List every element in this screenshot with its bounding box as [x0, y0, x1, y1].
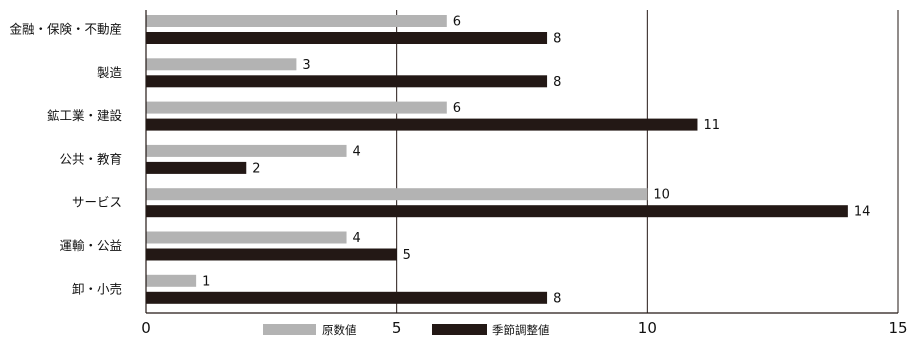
bar-seasonal-3: [146, 161, 247, 174]
x-tick-label-10: 10: [638, 319, 657, 337]
legend: 原数値 季節調整値: [263, 323, 550, 337]
legend-label-0: 原数値: [322, 323, 357, 337]
data-label-seasonal-4: 14: [854, 205, 871, 220]
data-label-seasonal-2: 11: [703, 118, 720, 133]
bar-raw-5: [146, 231, 347, 244]
data-label-raw-3: 4: [353, 144, 361, 159]
bar-raw-0: [146, 15, 447, 27]
bar-seasonal-5: [146, 248, 397, 261]
x-tick-label-15: 15: [888, 319, 907, 337]
data-label-seasonal-1: 8: [553, 75, 561, 90]
data-label-seasonal-3: 2: [252, 161, 260, 176]
legend-item-0: 原数値: [263, 323, 357, 337]
bar-raw-1: [146, 58, 297, 71]
data-label-raw-1: 3: [302, 58, 310, 73]
category-label-0: 金融・保険・不動産: [9, 22, 122, 37]
bar-raw-4: [146, 188, 648, 201]
category-label-1: 製造: [97, 65, 123, 80]
data-label-seasonal-0: 8: [553, 32, 561, 47]
bar-raw-2: [146, 101, 447, 114]
category-label-5: 運輸・公益: [59, 238, 122, 253]
data-label-raw-5: 4: [353, 231, 361, 246]
axis-layer: [145, 10, 898, 314]
label-layer: 0 5 10 1568金融・保険・不動産38製造611鉱工業・建設42公共・教育101…: [9, 15, 907, 337]
category-label-4: サービス: [72, 195, 122, 210]
data-label-raw-2: 6: [453, 101, 461, 116]
bar-seasonal-0: [146, 32, 548, 44]
category-label-6: 卸・小売: [72, 281, 122, 296]
grid-layer: [396, 10, 899, 313]
data-label-seasonal-6: 8: [553, 291, 561, 306]
x-tick-label-5: 5: [392, 319, 402, 337]
bar-seasonal-1: [146, 75, 548, 88]
data-label-seasonal-5: 5: [403, 248, 411, 263]
data-label-raw-6: 1: [202, 274, 210, 289]
legend-swatch-1: [432, 324, 487, 335]
bar-raw-3: [146, 144, 347, 157]
x-tick-label-0: 0: [141, 319, 151, 337]
category-label-3: 公共・教育: [59, 151, 122, 166]
data-label-raw-0: 6: [453, 15, 461, 30]
bar-seasonal-2: [146, 118, 698, 131]
data-label-raw-4: 10: [653, 188, 670, 203]
legend-item-1: 季節調整値: [432, 323, 550, 337]
legend-swatch-0: [263, 324, 316, 335]
bar-layer: [146, 15, 848, 304]
legend-label-1: 季節調整値: [492, 323, 550, 337]
category-label-2: 鉱工業・建設: [47, 108, 123, 123]
bar-seasonal-6: [146, 291, 548, 304]
bar-raw-6: [146, 274, 197, 287]
bar-seasonal-4: [146, 205, 848, 218]
